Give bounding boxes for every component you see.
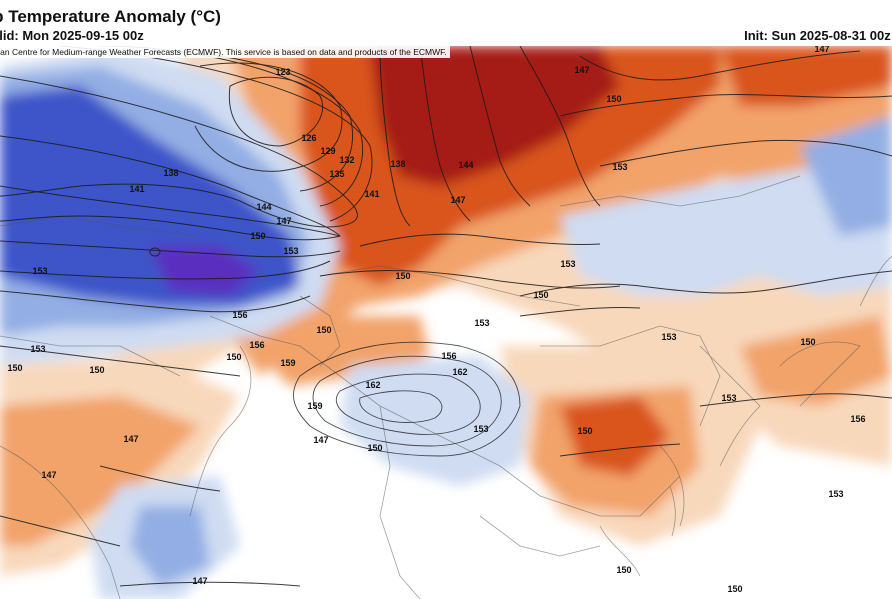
country-borders: [0, 175, 892, 599]
contour-label: 153: [721, 393, 736, 403]
anomaly-map[interactable]: 123 126 129 132 135 138 138 141 141 144 144 147 147 1…: [0, 46, 892, 599]
contour-label: 147: [41, 470, 56, 480]
contour-labels: 123 126 129 132 135 138 138 141 141 144 144 147 147 1…: [7, 46, 865, 594]
contour-label: 147: [313, 435, 328, 445]
map-canvas: 123 126 129 132 135 138 138 141 141 144 144 147 147 1…: [0, 46, 892, 599]
contour-label: 153: [612, 162, 627, 172]
contour-label: 156: [850, 414, 865, 424]
credit-banner: opean Centre for Medium-range Weather Fo…: [0, 46, 450, 58]
contour-label: 150: [395, 271, 410, 281]
contour-label: 153: [828, 489, 843, 499]
contour-label: 126: [301, 133, 316, 143]
contour-label: 147: [123, 434, 138, 444]
contour-label: 147: [814, 46, 829, 54]
contour-label: 153: [30, 344, 45, 354]
contour-label: 129: [320, 146, 335, 156]
contour-label: 162: [452, 367, 467, 377]
anomaly-region-warm: [560, 396, 670, 476]
contour-label: 150: [316, 325, 331, 335]
valid-time: alid: Mon 2025-09-15 00z: [0, 28, 144, 43]
contour-label: 150: [727, 584, 742, 594]
contour-label: 150: [7, 363, 22, 373]
init-time: Init: Sun 2025-08-31 00z I: [744, 28, 892, 43]
contour-label: 150: [533, 290, 548, 300]
contour-label: 153: [661, 332, 676, 342]
anomaly-region-light-cool: [340, 356, 530, 486]
contour-label: 153: [283, 246, 298, 256]
contour-label: 150: [250, 231, 265, 241]
anomaly-region-cool: [130, 506, 210, 586]
map-title: mb Temperature Anomaly (°C): [0, 7, 221, 26]
contour-label: 156: [441, 351, 456, 361]
plateau-contours: [293, 341, 521, 457]
contour-label: 123: [275, 67, 290, 77]
contour-label: 150: [800, 337, 815, 347]
contour-label: 162: [365, 380, 380, 390]
contour-label: 147: [276, 216, 291, 226]
contour-label: 147: [192, 576, 207, 586]
header-bar: mb Temperature Anomaly (°C) alid: Mon 20…: [0, 0, 892, 46]
contour-label: 150: [616, 565, 631, 575]
contour-label: 147: [450, 195, 465, 205]
anomaly-region-mild-warm: [740, 316, 892, 406]
contour-label: 138: [390, 159, 405, 169]
contour-label: 141: [364, 189, 379, 199]
anomaly-region-cool: [800, 116, 892, 236]
anomaly-region-strong-warm: [370, 46, 620, 186]
contour-label: 150: [577, 426, 592, 436]
anomaly-region-mild-warm: [0, 396, 200, 546]
contour-label: 153: [473, 424, 488, 434]
contour-label: 144: [256, 202, 271, 212]
anomaly-region-light-cool: [560, 126, 892, 296]
contour-label: 150: [89, 365, 104, 375]
contour-label: 150: [606, 94, 621, 104]
contour-label: 159: [307, 401, 322, 411]
contour-label: 138: [163, 168, 178, 178]
contour-label: 132: [339, 155, 354, 165]
contour-label: 150: [226, 352, 241, 362]
contour-label: 159: [280, 358, 295, 368]
contour-label: 150: [367, 443, 382, 453]
contour-label: 153: [32, 266, 47, 276]
anomaly-region-deep-cool: [150, 246, 260, 296]
contour-label: 144: [458, 160, 473, 170]
contour-label: 147: [574, 65, 589, 75]
anomaly-region-warm: [720, 46, 892, 106]
contour-label: 156: [232, 310, 247, 320]
contour-label: 135: [329, 169, 344, 179]
contour-label: 156: [249, 340, 264, 350]
anomaly-shading: [0, 46, 892, 599]
contour-label: 141: [129, 184, 144, 194]
contour-label: 153: [560, 259, 575, 269]
contour-label: 153: [474, 318, 489, 328]
